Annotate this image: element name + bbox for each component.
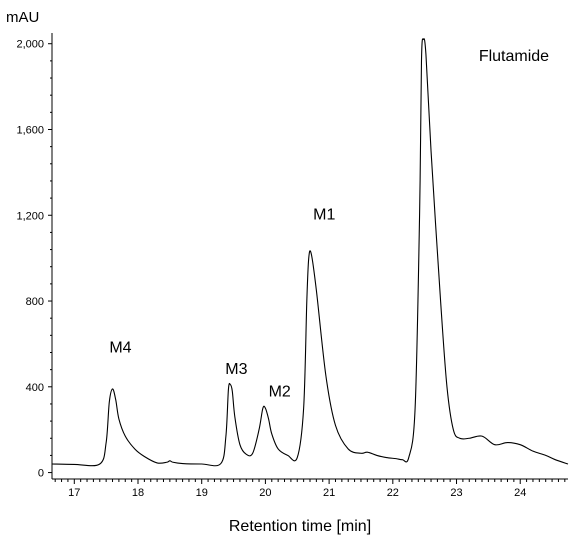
y-axis-unit-label: mAU	[6, 9, 39, 26]
peak-label: Flutamide	[479, 48, 549, 65]
peak-label: M4	[109, 339, 131, 356]
x-tick-label: 20	[259, 487, 271, 499]
x-tick-label: 22	[387, 487, 399, 499]
chromatogram-trace	[51, 38, 569, 467]
y-ticks-layer: 0 400 800 1,200 1,600 2,000	[16, 39, 52, 480]
peak-label: M2	[269, 383, 291, 400]
peak-label: M3	[225, 361, 247, 378]
peak-label: M1	[313, 207, 335, 224]
x-tick-label: 21	[323, 487, 335, 499]
x-tick-label: 24	[514, 487, 526, 499]
axes-layer	[51, 33, 568, 480]
y-tick-label: 1,600	[16, 124, 44, 136]
x-ticks-layer: 17 18 19 20 21 22 23 24	[54, 479, 566, 499]
x-tick-label: 17	[68, 487, 80, 499]
annotations-layer: M4 M3 M2 M1 Flutamide	[109, 48, 549, 401]
y-tick-label: 400	[26, 382, 44, 394]
y-tick-label: 0	[38, 468, 44, 480]
series-layer	[51, 38, 569, 467]
y-tick-label: 2,000	[16, 39, 44, 51]
x-tick-label: 19	[196, 487, 208, 499]
x-tick-label: 18	[132, 487, 144, 499]
y-tick-label: 1,200	[16, 210, 44, 222]
y-tick-label: 800	[26, 296, 44, 308]
x-tick-label: 23	[450, 487, 462, 499]
x-axis-title: Retention time [min]	[229, 518, 371, 535]
